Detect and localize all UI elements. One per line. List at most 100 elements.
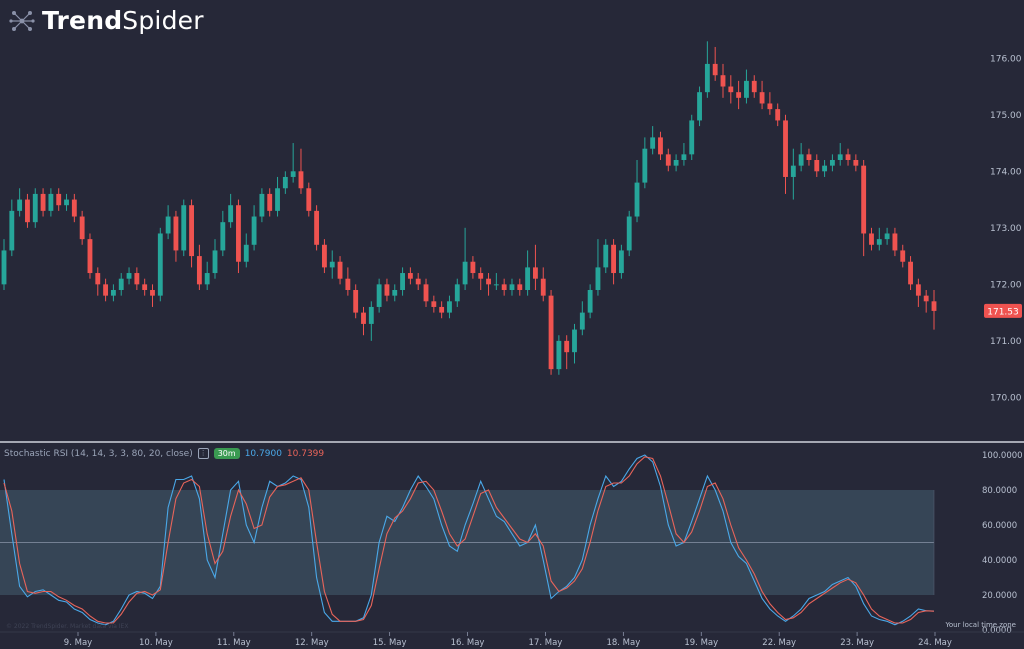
candle-body — [915, 284, 921, 296]
candle-body — [134, 273, 140, 285]
candle-body — [845, 154, 851, 160]
candle-body — [48, 193, 54, 211]
time-tick-label: 22. May — [762, 638, 796, 648]
stoch-k-line — [3, 454, 935, 626]
candle-body — [556, 340, 562, 370]
candle-body — [95, 273, 101, 285]
candle-body — [540, 278, 546, 296]
candle-body — [665, 154, 671, 166]
indicator-header[interactable]: Stochastic RSI (14, 14, 3, 3, 80, 20, cl… — [4, 448, 324, 459]
candle-body — [290, 171, 296, 177]
candle-body — [626, 216, 632, 251]
candle-body — [650, 137, 656, 149]
candle-body — [228, 205, 234, 223]
candle-body — [634, 182, 640, 217]
price-tick-label: 171.00 — [990, 337, 1022, 347]
brand-name: TrendSpider — [42, 6, 204, 35]
k-value: 10.7900 — [244, 448, 282, 459]
candle-body — [275, 188, 280, 211]
candle-body — [368, 306, 374, 324]
candle-body — [236, 205, 241, 262]
candle-body — [767, 103, 773, 110]
candle-body — [353, 290, 359, 313]
time-tick-label: 15. May — [373, 638, 407, 648]
candle-body — [157, 233, 163, 296]
candle-body — [478, 273, 484, 279]
candle-body — [798, 154, 804, 166]
candle-body — [267, 193, 273, 211]
candle-body — [814, 160, 820, 172]
candle-body — [462, 261, 468, 285]
candle-body — [447, 301, 452, 313]
price-tick-label: 173.00 — [990, 224, 1022, 234]
candle-body — [673, 160, 679, 166]
candle-body — [40, 193, 46, 211]
candle-body — [759, 92, 765, 104]
candle-body — [876, 239, 882, 245]
candle-body — [736, 92, 742, 98]
candle-body — [376, 284, 382, 307]
time-tick-label: 19. May — [684, 638, 718, 648]
candle-body — [822, 165, 828, 172]
candle-body — [384, 284, 390, 296]
candle-body — [697, 92, 702, 121]
candle-body — [212, 250, 218, 274]
candle-body — [118, 278, 124, 290]
price-tick-label: 176.00 — [990, 54, 1022, 64]
candle-body — [509, 284, 515, 290]
candle-body — [56, 193, 62, 206]
candle-body — [321, 244, 327, 268]
settings-icon[interactable]: ⋮ — [197, 448, 209, 459]
candle-body — [220, 222, 226, 251]
copyright-text: © 2022 TrendSpider. Market data via IEX — [6, 623, 129, 630]
time-tick-label: 11. May — [217, 638, 251, 648]
candle-body — [900, 250, 906, 262]
stoch-tick-label: 80.0000 — [982, 486, 1017, 496]
stoch-tick-label: 60.0000 — [982, 521, 1017, 531]
candle-body — [189, 205, 194, 257]
candle-body — [243, 244, 249, 262]
candle-body — [720, 75, 726, 87]
candle-body — [415, 278, 421, 285]
candle-body — [595, 267, 601, 290]
time-axis: 9. May 10. May 11. May 12. May 15. May 16. Ma… — [0, 631, 1024, 648]
timezone-label[interactable]: Your local time zone — [945, 621, 1016, 629]
stoch-band — [0, 490, 935, 595]
timeframe-badge[interactable]: 30m — [213, 448, 240, 459]
candle-body — [306, 188, 312, 211]
candle-body — [681, 154, 687, 160]
candle-body — [79, 216, 85, 240]
candle-body — [884, 233, 890, 240]
candle-body — [908, 261, 913, 285]
candle-body — [790, 165, 796, 177]
candle-body — [829, 160, 835, 166]
brand-logo[interactable]: TrendSpider — [8, 6, 204, 35]
last-price-label: 171.53 — [987, 307, 1019, 317]
candle-body — [9, 210, 15, 251]
price-tick-label: 170.00 — [990, 393, 1022, 403]
last-price-badge — [984, 303, 1022, 318]
candle-body — [853, 160, 859, 166]
candle-body — [71, 199, 77, 217]
spider-network-icon — [9, 10, 35, 31]
candles-group — [1, 41, 937, 375]
candle-body — [251, 216, 257, 245]
candle-body — [165, 216, 171, 234]
candle-body — [423, 284, 429, 302]
candle-body — [501, 284, 507, 290]
price-axis: 170.00 171.00 172.00 173.00 174.00 175.00 176.… — [984, 54, 1022, 403]
indicator-name[interactable]: Stochastic RSI (14, 14, 3, 3, 80, 20, cl… — [4, 448, 193, 459]
candle-body — [110, 290, 116, 296]
stoch-d-line — [3, 456, 935, 624]
candle-body — [87, 239, 93, 274]
candle-body — [533, 267, 538, 279]
time-tick-label: 24. May — [918, 638, 952, 648]
candle-body — [282, 176, 288, 189]
candle-body — [126, 273, 132, 279]
candle-body — [329, 261, 335, 268]
price-tick-label: 174.00 — [990, 167, 1022, 177]
candle-body — [869, 233, 874, 245]
time-tick-label: 10. May — [139, 638, 173, 648]
candle-body — [744, 80, 749, 98]
